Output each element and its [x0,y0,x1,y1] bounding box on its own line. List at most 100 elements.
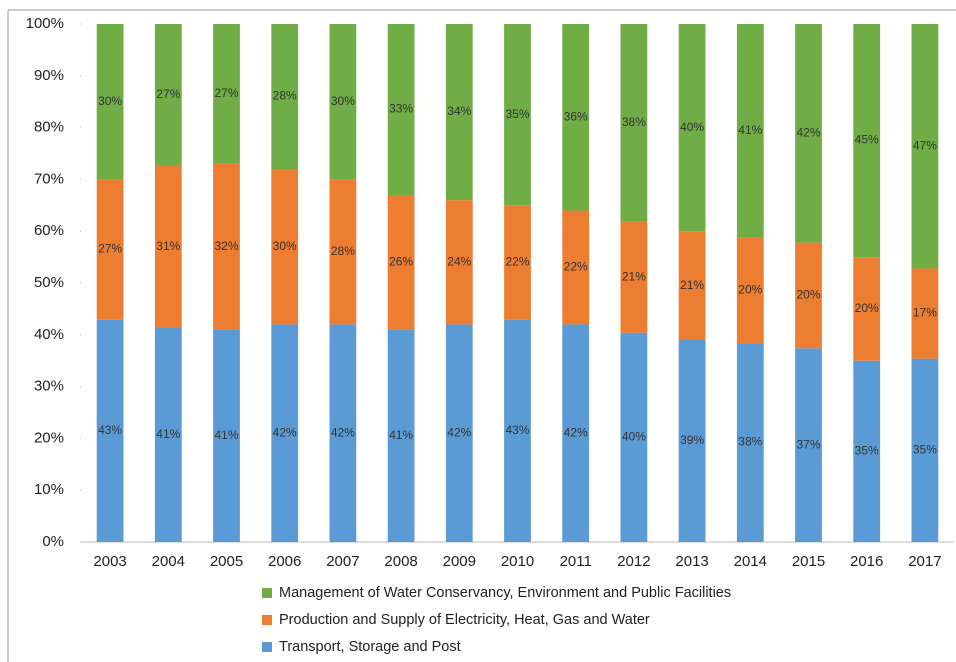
x-tick-label: 2014 [734,553,767,570]
data-label: 35% [913,442,937,456]
data-label: 39% [680,433,704,447]
data-label: 20% [738,282,762,296]
data-label: 24% [447,254,471,268]
y-tick-label: 0% [42,533,64,550]
y-tick-label: 40% [34,326,64,343]
bar-segment [853,24,881,258]
bar-segment [853,257,881,361]
bar-segment [329,179,357,325]
bar-segment [329,24,357,180]
bar-segment [387,24,415,195]
bar-segment [271,24,299,170]
bar-segment [736,24,764,238]
x-tick-label: 2016 [850,553,883,570]
y-tick-label: 80% [34,119,64,136]
bar-segment [562,210,590,325]
data-label: 27% [214,86,238,100]
bar-segment [795,242,822,349]
x-tick-label: 2006 [268,553,301,570]
bar-segment [445,200,473,325]
legend-label: Management of Water Conservancy, Environ… [279,585,731,601]
bar-segment [154,24,182,166]
y-tick-label: 10% [34,481,64,498]
data-label: 22% [564,260,588,274]
data-label: 30% [331,94,355,108]
bar-segment [271,169,299,325]
data-label: 38% [738,435,762,449]
bar-segment [213,24,240,164]
bar-segment [387,329,415,542]
bar-segment [271,324,299,542]
data-label: 40% [680,120,704,134]
bar-segment [678,24,706,232]
data-label: 28% [273,89,297,103]
data-label: 41% [214,428,238,442]
data-label: 17% [913,306,937,320]
legend-label: Production and Supply of Electricity, He… [279,612,650,628]
data-label: 47% [913,138,937,152]
y-tick-label: 20% [34,429,64,446]
data-label: 26% [389,254,413,268]
bar-segment [504,24,531,206]
bar-segment [795,24,822,243]
y-tick-label: 100% [26,15,64,32]
legend-swatch [262,588,272,598]
y-tick-label: 30% [34,378,64,395]
data-label: 34% [447,104,471,118]
data-label: 28% [331,244,355,258]
bar-segment [795,348,822,542]
bar-segment [504,319,531,542]
data-label: 40% [622,430,646,444]
x-tick-label: 2009 [443,553,476,570]
bar-segment [96,319,124,542]
x-tick-label: 2008 [384,553,417,570]
y-tick-label: 90% [34,67,64,84]
x-tick-label: 2004 [152,553,185,570]
x-tick-label: 2003 [93,553,126,570]
x-tick-label: 2015 [792,553,825,570]
data-label: 21% [622,269,646,283]
data-label: 42% [273,425,297,439]
legend-label: Transport, Storage and Post [279,639,461,655]
data-label: 43% [505,423,529,437]
bar-segment [387,194,415,330]
data-label: 20% [855,301,879,315]
legend-swatch [262,642,272,652]
bar-segment [445,24,473,201]
data-label: 27% [156,87,180,101]
bar-segment [154,327,182,542]
bar-segment [620,24,648,222]
bar-segment [620,332,648,542]
bar-segment [736,343,764,542]
data-label: 21% [680,278,704,292]
legend-swatch [262,615,272,625]
data-label: 41% [389,428,413,442]
data-label: 22% [505,254,529,268]
bar-segment [911,24,939,269]
data-label: 41% [738,123,762,137]
bar-segment [96,24,124,180]
data-label: 35% [855,444,879,458]
bar-segment [213,163,240,330]
data-label: 38% [622,115,646,129]
data-label: 20% [796,288,820,302]
data-label: 42% [564,425,588,439]
bar-segment [911,268,939,359]
bar-segment [154,165,182,328]
data-label: 32% [214,239,238,253]
bar-segment [853,360,881,542]
data-label: 37% [796,437,820,451]
x-tick-label: 2011 [560,553,592,570]
data-label: 33% [389,102,413,116]
data-label: 30% [273,239,297,253]
bar-segment [678,339,706,542]
data-label: 27% [98,242,122,256]
bar-segment [213,329,240,542]
x-tick-label: 2017 [908,553,941,570]
bar-segment [504,205,531,320]
data-label: 45% [855,133,879,147]
data-label: 42% [796,125,820,139]
bar-segment [562,24,590,211]
data-label: 42% [331,425,355,439]
